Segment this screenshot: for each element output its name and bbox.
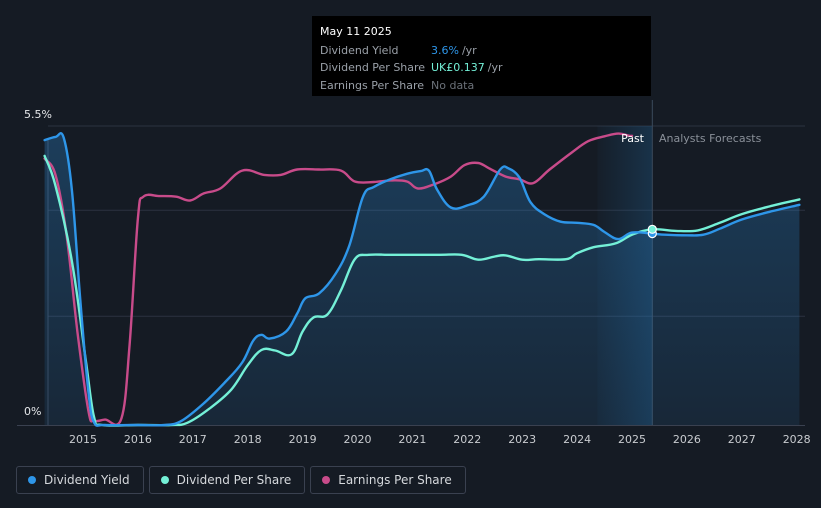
y-tick-label: 0% bbox=[24, 405, 41, 418]
legend-label: Dividend Per Share bbox=[176, 473, 292, 487]
x-tick-label: 2024 bbox=[563, 433, 591, 446]
dividend-per-share-marker bbox=[647, 224, 657, 234]
x-tick-label: 2018 bbox=[234, 433, 262, 446]
tooltip-label: Dividend Per Share bbox=[320, 61, 426, 74]
legend-dot-icon bbox=[28, 476, 36, 484]
legend-earnings-per-share[interactable]: Earnings Per Share bbox=[310, 466, 466, 494]
dividend-yield-line bbox=[43, 132, 801, 427]
dividend-yield-area bbox=[44, 133, 800, 426]
tooltip-value: UK£0.137 bbox=[431, 61, 485, 74]
hover-markers bbox=[647, 224, 657, 239]
series-lines bbox=[43, 132, 801, 427]
tooltip-label: Dividend Yield bbox=[320, 43, 399, 57]
tooltip-row-dividend-per-share: Dividend Per Share UK£0.137 /yr bbox=[320, 59, 643, 77]
tooltip-row-earnings-per-share: Earnings Per Share No data bbox=[320, 77, 643, 95]
tooltip-value: No data bbox=[431, 78, 475, 92]
tooltip-row-dividend-yield: Dividend Yield 3.6% /yr bbox=[320, 42, 643, 60]
legend-label: Earnings Per Share bbox=[338, 473, 452, 487]
x-tick-label: 2020 bbox=[344, 433, 372, 446]
x-tick-label: 2023 bbox=[508, 433, 536, 446]
series-areas bbox=[44, 133, 800, 426]
x-tick-label: 2022 bbox=[453, 433, 481, 446]
tooltip-value: 3.6% bbox=[431, 43, 459, 57]
legend-dot-icon bbox=[160, 476, 169, 484]
past-region-label: Past bbox=[621, 132, 645, 145]
x-tick-label: 2021 bbox=[398, 433, 426, 446]
x-tick-label: 2017 bbox=[179, 433, 207, 446]
legend-label: Dividend Yield bbox=[44, 473, 130, 487]
tooltip-unit: /yr bbox=[487, 61, 503, 74]
y-tick-label: 5.5% bbox=[24, 108, 52, 121]
x-tick-label: 2016 bbox=[124, 433, 152, 446]
hover-tooltip: May 11 2025 Dividend Yield 3.6% /yr Divi… bbox=[312, 16, 651, 96]
x-tick-label: 2015 bbox=[69, 433, 97, 446]
forecast-region-label: Analysts Forecasts bbox=[659, 132, 762, 145]
x-tick-label: 2028 bbox=[783, 433, 811, 446]
x-tick-label: 2026 bbox=[673, 433, 701, 446]
tooltip-unit: /yr bbox=[461, 43, 477, 57]
tooltip-date: May 11 2025 bbox=[320, 25, 392, 38]
x-tick-label: 2025 bbox=[618, 433, 646, 446]
tooltip-label: Earnings Per Share bbox=[320, 78, 425, 92]
legend-dot-icon bbox=[322, 476, 331, 484]
legend-dividend-per-share[interactable]: Dividend Per Share bbox=[148, 466, 306, 494]
x-tick-label: 2019 bbox=[289, 433, 317, 446]
legend: Dividend Yield Dividend Per Share Earnin… bbox=[16, 466, 466, 494]
axes: 2015 2016 2017 2018 2019 2020 2021 2022 2023 2024… bbox=[24, 108, 811, 446]
x-tick-label: 2027 bbox=[728, 433, 756, 446]
legend-dividend-yield[interactable]: Dividend Yield bbox=[16, 466, 144, 494]
